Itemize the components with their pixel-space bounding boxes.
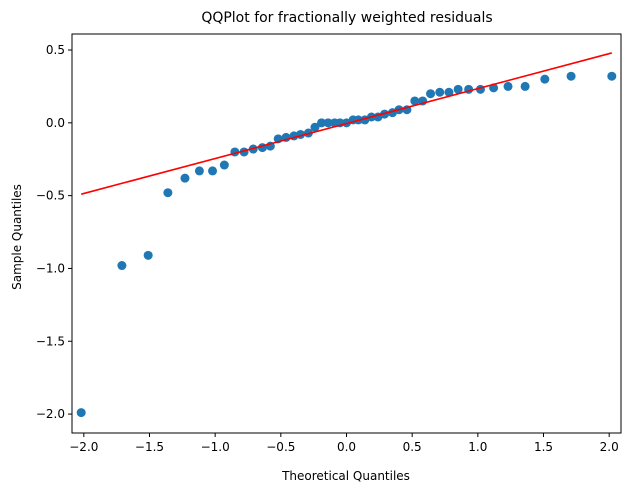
- x-tick-label: 1.5: [534, 440, 553, 454]
- data-point: [410, 96, 420, 106]
- data-point: [323, 118, 333, 128]
- data-point: [540, 74, 550, 84]
- chart-title: QQPlot for fractionally weighted residua…: [201, 10, 492, 26]
- data-point: [219, 160, 229, 170]
- data-point: [566, 71, 576, 81]
- data-point: [453, 84, 463, 94]
- data-point: [194, 166, 204, 176]
- x-axis-label: Theoretical Quantiles: [281, 469, 410, 483]
- data-point: [76, 408, 86, 418]
- data-point: [520, 81, 530, 91]
- reference-line: [80, 52, 613, 195]
- x-tick-label: −2.0: [69, 440, 98, 454]
- x-tick-label: −0.5: [266, 440, 295, 454]
- data-point: [607, 71, 617, 81]
- fit-line: [80, 52, 613, 195]
- data-point: [310, 122, 320, 132]
- y-tick-label: −1.5: [36, 334, 65, 348]
- data-point: [143, 250, 153, 260]
- y-axis-ticks: −2.0 −1.5 −1.0 −0.5 0.0 0.5: [36, 43, 72, 421]
- y-axis-label: Sample Quantiles: [10, 184, 24, 290]
- y-tick-label: −2.0: [36, 407, 65, 421]
- data-point: [180, 173, 190, 183]
- y-tick-label: −0.5: [36, 189, 65, 203]
- y-tick-label: 0.5: [46, 43, 65, 57]
- x-tick-label: 1.0: [468, 440, 487, 454]
- data-point: [117, 261, 127, 271]
- data-point: [503, 81, 513, 91]
- x-tick-label: 0.5: [403, 440, 422, 454]
- y-tick-label: −1.0: [36, 261, 65, 275]
- data-point: [444, 87, 454, 97]
- y-tick-label: 0.0: [46, 116, 65, 130]
- x-tick-label: 0.0: [337, 440, 356, 454]
- x-tick-label: −1.5: [135, 440, 164, 454]
- data-point: [435, 87, 445, 97]
- plot-area: −2.0 −1.5 −1.0 −0.5 0.0 0.5 1.0 1.5 2.0 −2.0 −1.5…: [36, 33, 622, 454]
- data-point: [426, 89, 436, 99]
- x-tick-label: −1.0: [201, 440, 230, 454]
- x-tick-label: 2.0: [600, 440, 619, 454]
- x-axis-ticks: −2.0 −1.5 −1.0 −0.5 0.0 0.5 1.0 1.5 2.0: [69, 433, 619, 454]
- data-point: [208, 166, 218, 176]
- data-point: [317, 118, 327, 128]
- data-point: [163, 188, 173, 198]
